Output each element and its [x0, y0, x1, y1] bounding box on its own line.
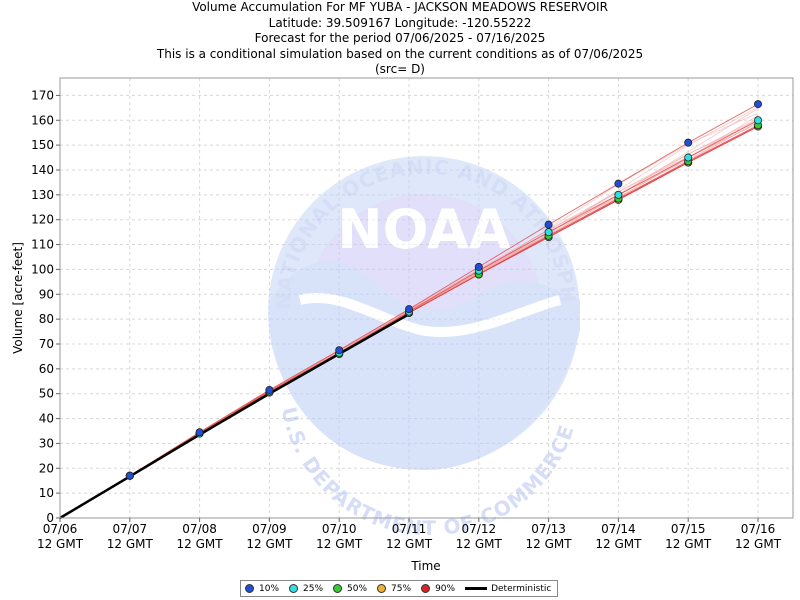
legend-item-25: 25% — [289, 584, 323, 594]
y-tick-label: 50 — [39, 387, 54, 401]
data-point-10pct — [474, 262, 483, 271]
y-tick-label: 60 — [39, 362, 54, 376]
data-point-25pct — [544, 228, 553, 237]
x-tick-label-date: 07/10 — [322, 522, 357, 536]
x-tick-label-date: 07/09 — [252, 522, 287, 536]
y-tick-label: 100 — [31, 262, 54, 276]
y-tick-label: 140 — [31, 163, 54, 177]
y-tick-label: 120 — [31, 213, 54, 227]
chart-title-line-3: Forecast for the period 07/06/2025 - 07/… — [254, 31, 546, 45]
legend-marker-icon — [421, 584, 431, 593]
x-tick-label-time: 12 GMT — [526, 537, 573, 551]
x-tick-label-date: 07/08 — [182, 522, 217, 536]
legend-marker-icon — [377, 584, 387, 593]
y-tick-label: 70 — [39, 337, 54, 351]
x-tick-label-time: 12 GMT — [595, 537, 642, 551]
noaa-logo-text: NOAA — [337, 198, 510, 261]
data-point-10pct — [754, 100, 763, 109]
chart-title-line-1: Volume Accumulation For MF YUBA - JACKSO… — [192, 0, 608, 14]
x-tick-label-time: 12 GMT — [735, 537, 782, 551]
data-point-10pct — [335, 346, 344, 355]
legend-label: 90% — [435, 583, 456, 594]
y-tick-label: 0 — [46, 511, 54, 525]
x-tick-label-date: 07/06 — [43, 522, 78, 536]
data-point-25pct — [684, 153, 693, 162]
data-point-25pct — [754, 116, 763, 125]
x-tick-label-time: 12 GMT — [107, 537, 154, 551]
x-axis-label: Time — [410, 559, 440, 573]
y-tick-label: 10 — [39, 486, 54, 500]
y-tick-label: 160 — [31, 113, 54, 127]
chart-title-line-4: This is a conditional simulation based o… — [156, 46, 644, 61]
legend-item-90: 90% — [421, 584, 455, 594]
legend-marker-icon — [289, 584, 299, 593]
legend-label: 10% — [259, 583, 280, 594]
x-tick-label-date: 07/11 — [392, 522, 427, 536]
chart-title-line-5: (src= D) — [375, 62, 425, 76]
data-point-10pct — [614, 179, 623, 188]
x-tick-label-time: 12 GMT — [316, 537, 363, 551]
series-points — [125, 100, 763, 480]
legend-label: 50% — [347, 583, 368, 594]
chart-legend: 10% 25% 50% 75% 90% Deterministic — [240, 580, 558, 597]
x-tick-label-time: 12 GMT — [246, 537, 293, 551]
y-tick-label: 20 — [39, 461, 54, 475]
x-tick-label-time: 12 GMT — [37, 537, 84, 551]
legend-line-icon — [465, 587, 488, 590]
legend-item-50: 50% — [333, 584, 367, 594]
data-point-10pct — [125, 471, 134, 480]
x-tick-label-date: 07/13 — [531, 522, 566, 536]
data-point-10pct — [265, 385, 274, 394]
data-point-10pct — [544, 220, 553, 229]
legend-item-deterministic: Deterministic — [465, 584, 551, 594]
legend-item-75: 75% — [377, 584, 411, 594]
deterministic-line — [59, 313, 410, 520]
x-tick-label-date: 07/12 — [462, 522, 497, 536]
y-tick-label: 90 — [39, 287, 54, 301]
data-point-10pct — [684, 138, 693, 147]
y-axis-label: Volume [acre-feet] — [11, 242, 25, 354]
x-tick-label-date: 07/07 — [113, 522, 148, 536]
x-tick-label-time: 12 GMT — [177, 537, 224, 551]
legend-label: 25% — [303, 583, 324, 594]
data-point-25pct — [614, 190, 623, 199]
x-tick-label-time: 12 GMT — [456, 537, 503, 551]
axes: 0 10 20 30 40 50 60 70 80 90 100 110 120 130 140 150 160… — [31, 77, 794, 551]
legend-marker-icon — [245, 584, 254, 593]
x-tick-label-time: 12 GMT — [386, 537, 433, 551]
data-point-10pct — [404, 305, 413, 314]
y-tick-label: 110 — [31, 238, 54, 252]
x-tick-label-date: 07/14 — [601, 522, 636, 536]
chart-title-block: Volume Accumulation For MF YUBA - JACKSO… — [0, 0, 800, 78]
x-tick-label-date: 07/15 — [671, 522, 706, 536]
x-tick-label-date: 07/16 — [741, 522, 776, 536]
legend-item-10: 10% — [245, 584, 279, 594]
legend-label: 75% — [391, 583, 412, 594]
legend-label: Deterministic — [491, 583, 552, 594]
y-tick-label: 150 — [31, 138, 54, 152]
data-point-10pct — [195, 428, 204, 437]
y-tick-label: 170 — [31, 88, 54, 102]
y-tick-label: 130 — [31, 188, 54, 202]
plot-border — [59, 77, 794, 519]
legend-marker-icon — [333, 584, 343, 593]
chart-title-line-2: Latitude: 39.509167 Longitude: -120.5522… — [268, 15, 532, 30]
y-tick-label: 40 — [39, 412, 54, 426]
y-tick-label: 30 — [39, 436, 54, 450]
x-tick-label-time: 12 GMT — [665, 537, 712, 551]
y-tick-label: 80 — [39, 312, 54, 326]
